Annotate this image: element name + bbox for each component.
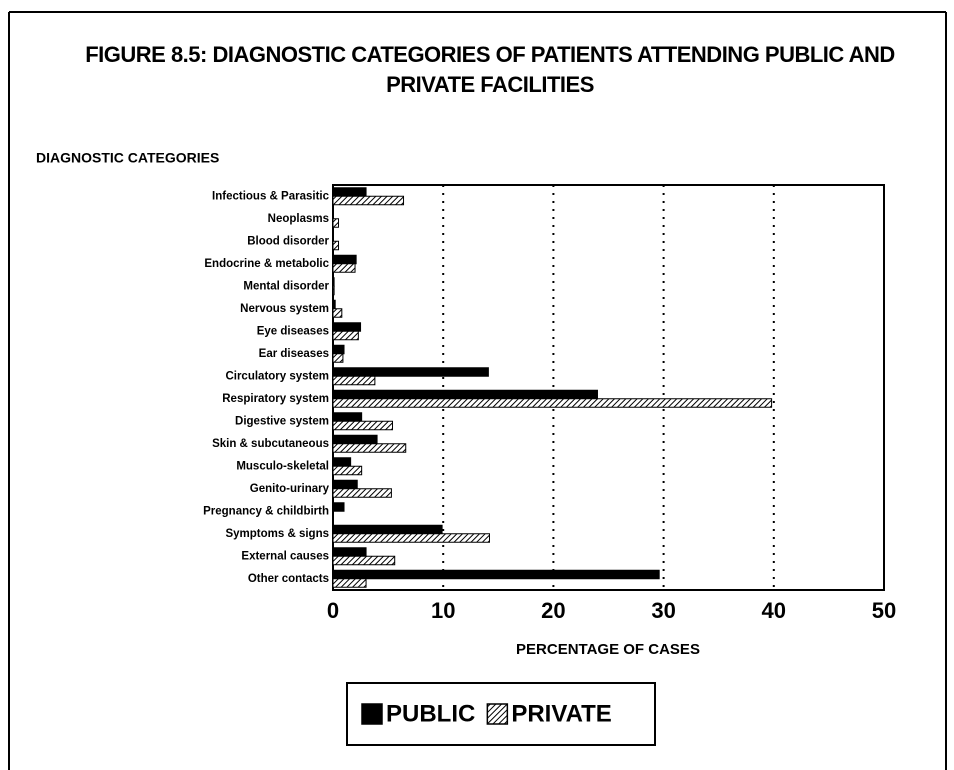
y-tick-label: Ear diseases [259, 348, 329, 360]
chart-title: FIGURE 8.5: DIAGNOSTIC CATEGORIES OF PAT… [85, 42, 895, 97]
x-tick-label: 40 [762, 598, 786, 623]
x-axis-label: PERCENTAGE OF CASES [516, 641, 700, 658]
legend-swatch [361, 703, 383, 725]
plot-frame [332, 184, 885, 591]
bar [332, 308, 343, 318]
bar [332, 353, 344, 363]
y-tick-label: Respiratory system [222, 393, 329, 405]
bar [332, 375, 376, 386]
y-tick-label: Genito-urinary [250, 483, 330, 495]
legend-label: PRIVATE [511, 700, 611, 727]
y-tick-label: Pregnancy & childbirth [203, 505, 329, 517]
bar [332, 524, 443, 535]
x-tick-label: 20 [541, 598, 565, 623]
bar [332, 398, 773, 408]
bar [332, 555, 396, 566]
y-tick-label: Blood disorder [247, 235, 329, 247]
y-tick-label: Endocrine & metabolic [204, 258, 329, 270]
bar [332, 533, 490, 543]
bar [332, 285, 335, 296]
x-tick-label: 10 [431, 598, 455, 623]
legend-label: PUBLIC [386, 700, 475, 727]
bar [332, 547, 367, 557]
y-tick-label: Musculo-skeletal [236, 460, 329, 472]
bar [332, 322, 362, 332]
bar [332, 479, 358, 490]
bar [332, 465, 363, 476]
bar [332, 263, 356, 273]
bar [332, 187, 367, 197]
x-tick-label: 30 [651, 598, 675, 623]
bar [332, 195, 405, 206]
bar [332, 218, 340, 228]
y-tick-label: Mental disorder [243, 280, 329, 292]
y-tick-label: Digestive system [235, 415, 329, 427]
bar [332, 434, 378, 445]
y-axis-label: DIAGNOSTIC CATEGORIES [36, 150, 219, 166]
bar [332, 277, 335, 287]
y-tick-label: Nervous system [240, 303, 329, 315]
bar [332, 457, 352, 467]
bar [332, 578, 367, 588]
bar [332, 240, 340, 251]
y-tick-label: External causes [241, 550, 329, 562]
y-tick-label: Infectious & Parasitic [212, 190, 330, 202]
x-tick-label: 0 [327, 598, 339, 623]
bar [332, 569, 660, 580]
y-tick-label: Symptoms & signs [225, 528, 329, 540]
y-tick-label: Circulatory system [225, 370, 329, 382]
bar [332, 502, 345, 512]
y-tick-label: Neoplasms [268, 213, 329, 225]
bar [332, 367, 489, 377]
bar [332, 420, 394, 431]
bar [332, 412, 363, 422]
legend-swatch [486, 703, 509, 725]
bar [332, 254, 357, 265]
bar [332, 330, 359, 341]
y-tick-label: Eye diseases [257, 325, 329, 337]
bar [332, 443, 407, 453]
bar [332, 488, 392, 498]
bar [332, 389, 598, 400]
bar [332, 299, 336, 310]
bar [332, 344, 345, 355]
y-tick-label: Skin & subcutaneous [212, 438, 329, 450]
x-tick-label: 50 [872, 598, 896, 623]
y-tick-label: Other contacts [248, 573, 329, 585]
